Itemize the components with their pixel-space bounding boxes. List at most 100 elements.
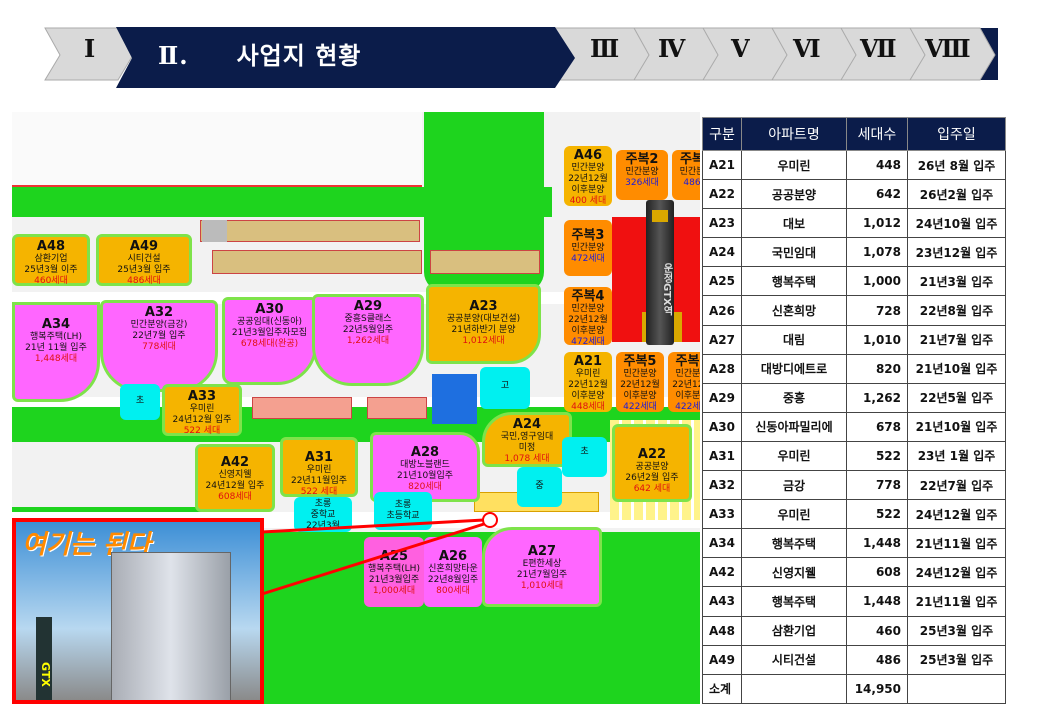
lot-a48[interactable]: A48 삼환기업 25년3월 이주 460세대 [12, 234, 90, 286]
subtotal-row: 소계 14,950 [702, 673, 1006, 704]
lot-jubok-top[interactable]: 주복민간분486 [672, 150, 700, 200]
cell-units: 728 [846, 295, 908, 326]
lot-units: 678세대(완공) [240, 339, 299, 349]
col-header-name: 아파트명 [741, 117, 847, 151]
lot-id: A28 [410, 445, 440, 460]
lot-a22[interactable]: A22 공공분양 26년2월 입주 642 세대 [612, 424, 692, 502]
lot-jubok3[interactable]: 주복3 민간분양 472세대 [564, 220, 612, 276]
school-jung[interactable]: 중 [517, 467, 562, 507]
lot-a46[interactable]: A46 민간분양 22년12월 이후분양 400 세대 [564, 146, 612, 206]
lot-date: 21년 11월 입주 [25, 343, 87, 353]
nav-item-5[interactable]: Ⅴ [731, 34, 750, 63]
lot-a31[interactable]: A31 우미린 22년11월입주 522 세대 [280, 437, 358, 497]
section-number: Ⅱ. [158, 41, 189, 70]
gtx-pillar: GTX [36, 617, 52, 700]
lot-a32[interactable]: A32 민간분양(금강) 22년7월 입주 778세대 [100, 300, 218, 392]
lot-developer: 우미린 [306, 465, 332, 475]
table-row: A29 중흥 1,262 22년5월 입주 [702, 382, 1006, 413]
school-go[interactable]: 고 [480, 367, 530, 409]
cell-name: 우미린 [741, 149, 847, 181]
cell-units: 1,448 [846, 586, 908, 617]
school-label: 초 [135, 396, 145, 406]
cell-name: 신동아파밀리에 [741, 411, 847, 442]
cell-move-in: 21년10월 입주 [907, 411, 1006, 442]
lot-id: A27 [527, 544, 557, 559]
nav-item-6[interactable]: Ⅵ [793, 34, 821, 63]
nav-item-7[interactable]: Ⅶ [860, 34, 897, 63]
cell-units: 1,012 [846, 208, 908, 239]
cell-name: 국민임대 [741, 237, 847, 268]
cell-lot: A24 [702, 237, 742, 268]
lot-units: 460세대 [34, 276, 68, 286]
lot-date: 22년12월 [568, 174, 608, 184]
lot-id: A48 [36, 239, 66, 254]
lot-developer: 민간분 [679, 167, 700, 177]
school-cho-1[interactable]: 초 [120, 384, 160, 420]
lot-units: 1,078 세대 [504, 454, 550, 464]
lot-a28[interactable]: A28 대방노블랜드 21년10월입주 820세대 [370, 432, 480, 502]
lot-id: A49 [129, 239, 159, 254]
lot-a29[interactable]: A29 중흥S클래스 22년5월입주 1,262세대 [312, 294, 424, 386]
nav-item-2-active[interactable]: Ⅱ. 사업지 현황 [158, 36, 361, 71]
cell-move-in: 24년12월 입주 [907, 557, 1006, 588]
gtx-station-sign: 운정GTX역 [646, 200, 674, 345]
lot-a49[interactable]: A49 시티건설 25년3월 입주 486세대 [96, 234, 192, 286]
lot-date: 미정 [518, 443, 536, 453]
cell-lot: A49 [702, 644, 742, 675]
cell-units: 1,010 [846, 324, 908, 355]
school-cho-2[interactable]: 초 [562, 437, 607, 477]
lot-units: 422세대 [623, 402, 657, 412]
lot-units: 326세대 [625, 178, 659, 188]
lot-a33[interactable]: A33 우미린 24년12월 입주 522 세대 [162, 384, 242, 436]
subtotal-units: 14,950 [846, 673, 908, 704]
nav-chevron-2-active [116, 27, 575, 88]
lot-units: 1,262세대 [346, 336, 390, 346]
lot-a23[interactable]: A23 공공분양(대보건설) 21년하반기 분양 1,012세대 [426, 284, 541, 364]
lot-units: 486 [683, 178, 700, 188]
lot-id: A29 [353, 299, 383, 314]
cell-lot: A33 [702, 499, 742, 530]
road [12, 397, 700, 407]
lot-jubok6[interactable]: 주복6민간분양22년12월이후분양422세대 [668, 352, 700, 412]
cell-move-in: 23년12월 입주 [907, 237, 1006, 268]
lot-id: A32 [144, 305, 174, 320]
cell-name: 중흥 [741, 382, 847, 413]
lot-id: 주복3 [571, 228, 605, 243]
lot-jubok4[interactable]: 주복4 민간분양 22년12월 이후분양 472세대 [564, 287, 612, 347]
nav-item-1[interactable]: Ⅰ [84, 34, 96, 63]
cell-move-in: 21년10월 입주 [907, 353, 1006, 384]
cell-name: 대방디에트로 [741, 353, 847, 384]
lot-jubok2[interactable]: 주복2 민간분양 326세대 [616, 150, 668, 200]
lot-units: 522 세대 [300, 487, 338, 497]
lot-a21[interactable]: A21 우미린 22년12월 이후분양 448세대 [564, 352, 612, 412]
lot-units: 608세대 [218, 492, 252, 502]
lot-a27[interactable]: A27 E편한세상 21년7월입주 1,010세대 [482, 527, 602, 607]
lot-units: 1,448세대 [34, 354, 78, 364]
cell-move-in: 22년8월 입주 [907, 295, 1006, 326]
cell-move-in: 26년2월 입주 [907, 179, 1006, 210]
gtx-sign-label: 운정GTX역 [661, 263, 672, 316]
table-row: A22 공공분양 642 26년2월 입주 [702, 179, 1006, 210]
lot-a26[interactable]: A26 신혼희망타운 22년8월입주 800세대 [424, 537, 482, 607]
nav-item-8[interactable]: Ⅷ [925, 34, 971, 63]
lot-a25[interactable]: A25 행복주택(LH) 21년3월입주 1,000세대 [364, 537, 424, 607]
lot-id: A30 [255, 302, 284, 317]
lot-developer: E편한세상 [522, 559, 562, 569]
lot-a42[interactable]: A42 신영지웰 24년12월 입주 608세대 [195, 444, 275, 512]
cell-lot: A23 [702, 208, 742, 239]
lot-date: 24년12월 입주 [205, 481, 265, 491]
lot-a24[interactable]: A24 국민,영구임대 미정 1,078 세대 [482, 412, 572, 467]
nav-chevrons [44, 27, 998, 88]
lot-developer: 행복주택(LH) [30, 332, 82, 342]
cell-units: 460 [846, 615, 908, 646]
subtotal-empty [907, 673, 1006, 704]
table-row: A49 시티건설 486 25년3월 입주 [702, 644, 1006, 675]
nav-item-3[interactable]: Ⅲ [590, 34, 620, 63]
lot-units: 820세대 [408, 482, 442, 492]
lot-a34[interactable]: A34 행복주택(LH) 21년 11월 입주 1,448세대 [12, 302, 100, 402]
lot-status: 이후분양 [571, 391, 605, 401]
cell-name: 행복주택 [741, 528, 847, 559]
lot-jubok5[interactable]: 주복5 민간분양 22년12월 이후분양 422세대 [616, 352, 664, 412]
cell-lot: A21 [702, 149, 742, 181]
nav-item-4[interactable]: Ⅳ [658, 34, 686, 63]
